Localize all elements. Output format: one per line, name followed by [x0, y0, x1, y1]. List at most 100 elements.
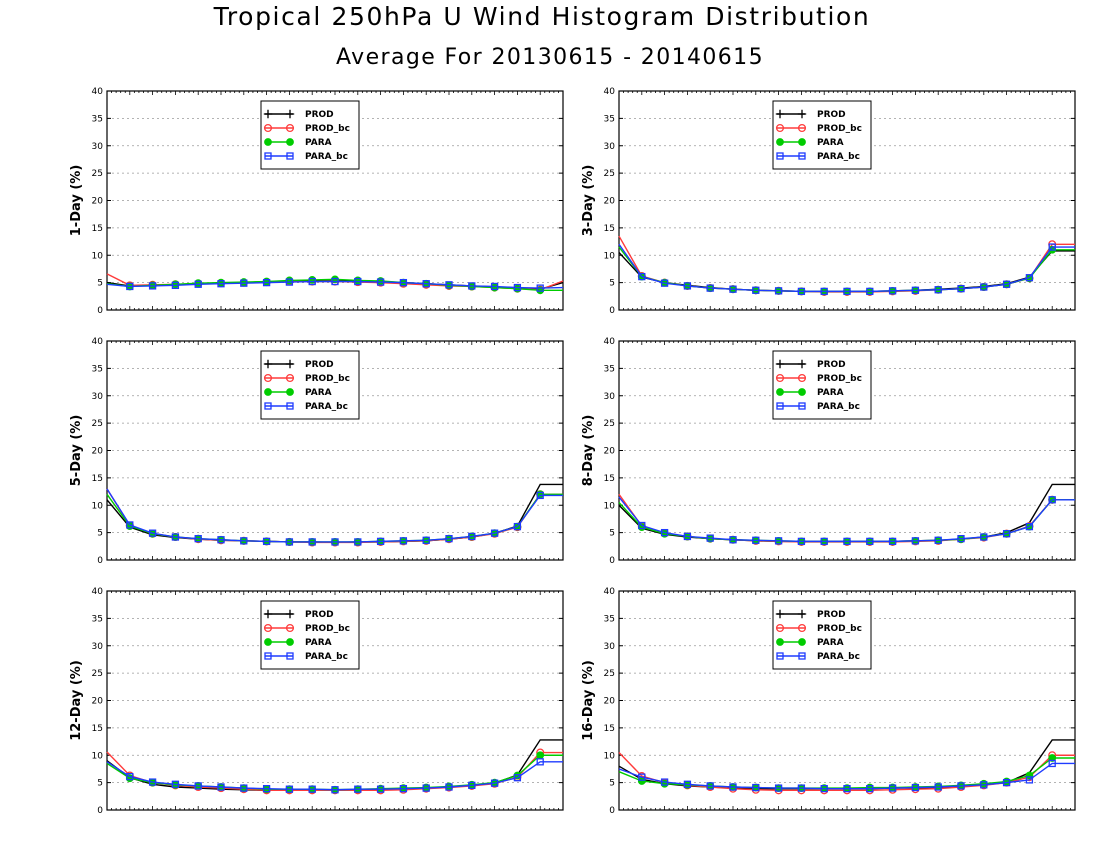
y-tick-label: 25: [604, 419, 615, 429]
y-tick-label: 30: [604, 642, 616, 652]
y-tick-label: 35: [92, 114, 103, 124]
y-tick-label: 30: [604, 392, 616, 402]
data-point: [240, 784, 248, 792]
data-point: [376, 785, 385, 793]
data-point: [980, 533, 988, 541]
legend-label: PROD: [305, 360, 334, 370]
chart-panel-1: 0 5 10 15 20 25 30 35 40 1-Day (%) PROD PROD_bc PARA…: [69, 87, 564, 316]
legend-box: [260, 600, 360, 670]
data-point: [536, 284, 544, 292]
chart-panel-2: 0 5 10 15 20 25 30 35 40 3-Day (%) PROD PROD_bc PARA…: [581, 87, 1076, 316]
data-point: [888, 537, 897, 546]
data-point: [729, 783, 737, 791]
legend-marker: [797, 359, 807, 369]
chart-panel-5: 0 5 10 15 20 25 30 35 40 12-Day (%) PROD PROD_bc PAR…: [69, 587, 564, 816]
y-tick-label: 15: [92, 724, 103, 734]
legend-marker: [264, 152, 272, 160]
legend-marker: [263, 623, 273, 633]
legend-marker: [286, 388, 294, 396]
legend-marker: [775, 609, 785, 619]
data-point: [217, 783, 225, 791]
y-tick-label: 15: [92, 224, 103, 234]
data-point: [1025, 776, 1034, 784]
y-tick-label: 25: [92, 169, 103, 179]
y-axis-label: 8-Day (%): [581, 415, 596, 487]
data-point: [934, 286, 942, 294]
legend-marker: [285, 359, 295, 369]
data-point: [171, 281, 180, 290]
data-point: [513, 522, 522, 531]
legend-label: PARA_bc: [817, 402, 860, 412]
data-point: [752, 286, 760, 294]
data-point: [660, 528, 669, 537]
y-tick-label: 10: [604, 251, 616, 261]
y-tick-label: 25: [92, 669, 103, 679]
data-point: [194, 280, 202, 288]
data-point: [957, 782, 965, 790]
y-tick-label: 40: [604, 87, 616, 97]
y-tick-label: 35: [604, 114, 615, 124]
data-point: [126, 772, 134, 781]
chart-panel-6: 0 5 10 15 20 25 30 35 40 16-Day (%) PROD PROD_bc PAR…: [581, 587, 1076, 816]
chart-panel-3: 0 5 10 15 20 25 30 35 40 5-Day (%) PROD PROD_bc PARA…: [69, 337, 564, 566]
data-point: [217, 536, 225, 544]
legend-marker: [775, 373, 785, 383]
y-tick-label: 15: [604, 224, 615, 234]
data-point: [171, 533, 180, 541]
legend-label: PROD_bc: [817, 624, 862, 634]
data-point: [934, 536, 942, 544]
data-point: [148, 529, 157, 537]
legend-marker: [775, 123, 785, 133]
data-point: [490, 282, 499, 291]
data-point: [1048, 496, 1056, 504]
legend-marker: [776, 388, 784, 396]
legend-marker: [263, 123, 273, 133]
y-tick-label: 20: [92, 197, 104, 207]
data-point: [843, 784, 851, 793]
y-tick-label: 40: [92, 337, 104, 347]
y-tick-label: 30: [92, 642, 104, 652]
y-tick-label: 5: [609, 529, 615, 539]
legend-marker: [263, 109, 273, 119]
chart-subtitle: Average For 20130615 - 20140615: [336, 45, 764, 70]
data-point: [911, 286, 920, 294]
data-point: [308, 277, 316, 286]
data-point: [262, 537, 271, 546]
data-point: [445, 534, 453, 543]
legend-marker: [776, 152, 784, 160]
legend-marker: [286, 652, 294, 660]
data-point: [262, 784, 271, 793]
y-tick-label: 30: [92, 142, 104, 152]
y-tick-label: 0: [609, 806, 615, 816]
legend-marker: [264, 388, 272, 396]
y-tick-label: 15: [604, 724, 615, 734]
data-point: [490, 529, 499, 537]
legend-label: PARA: [817, 638, 844, 648]
data-point: [638, 521, 646, 530]
legend-label: PARA: [817, 388, 844, 398]
y-tick-label: 20: [604, 697, 616, 707]
data-point: [683, 532, 692, 541]
legend-marker: [286, 152, 294, 160]
y-tick-label: 5: [97, 779, 103, 789]
y-axis-label: 1-Day (%): [69, 165, 84, 237]
data-point: [843, 537, 851, 546]
y-tick-label: 10: [92, 751, 104, 761]
legend-label: PROD_bc: [817, 124, 862, 134]
legend-marker: [286, 638, 294, 646]
legend-label: PROD: [305, 610, 334, 620]
data-point: [638, 272, 646, 281]
legend-marker: [264, 402, 272, 410]
data-point: [774, 784, 783, 792]
data-point: [1002, 280, 1011, 288]
legend-label: PARA: [305, 138, 332, 148]
data-point: [683, 780, 692, 788]
legend-marker: [797, 123, 807, 133]
y-tick-label: 35: [92, 364, 103, 374]
y-tick-label: 0: [97, 806, 103, 816]
data-point: [820, 537, 828, 546]
legend-box: [260, 100, 360, 170]
data-point: [752, 783, 760, 792]
legend-marker: [798, 402, 806, 410]
legend-box: [772, 600, 872, 670]
